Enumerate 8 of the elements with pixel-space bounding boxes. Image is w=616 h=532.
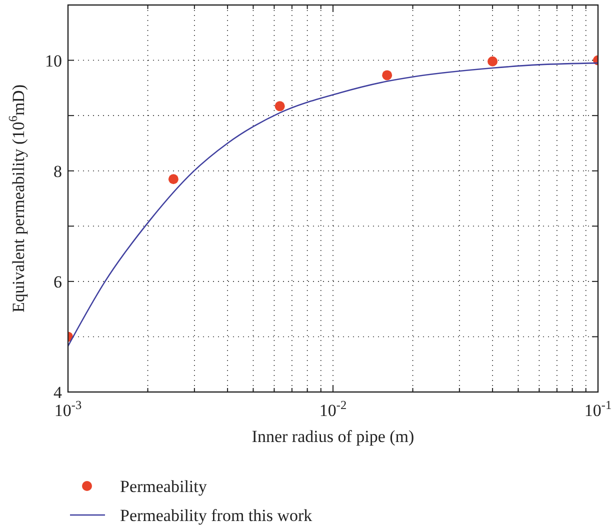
- legend-label: Permeability from this work: [120, 506, 313, 525]
- y-tick-label: 6: [54, 272, 62, 292]
- legend-label: Permeability: [120, 477, 208, 496]
- x-tick-label: 10$^{-2}$: [319, 398, 347, 420]
- x-axis-title: Inner radius of pipe (m): [252, 427, 414, 446]
- y-tick-label: 8: [54, 162, 62, 181]
- x-tick-label: 10$^{-1}$: [584, 398, 612, 420]
- y-tick-label: 10: [45, 51, 62, 70]
